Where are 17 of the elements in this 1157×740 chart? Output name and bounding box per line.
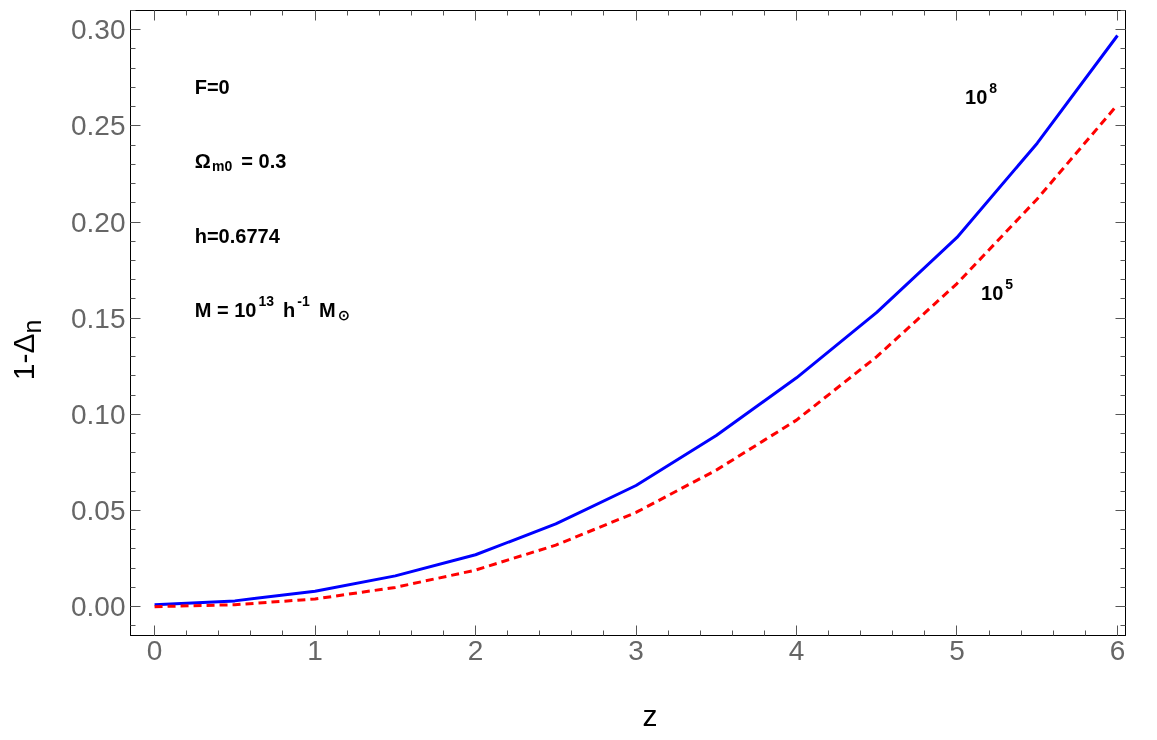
annotation: h=0.6774	[194, 224, 281, 247]
y-tick-label: 0.20	[71, 206, 126, 238]
x-tick-label: 1	[307, 634, 323, 666]
y-tick-label: 0.15	[71, 302, 126, 334]
x-tick-label: 3	[628, 634, 644, 666]
y-tick-label: 0.25	[71, 110, 126, 142]
y-tick-label: 0.05	[71, 495, 126, 526]
y-tick-label: 0.30	[71, 14, 126, 46]
y-tick-label: 0.10	[71, 398, 126, 430]
x-axis-title: z	[641, 698, 659, 734]
annotation: F=0	[194, 76, 230, 99]
x-tick-label: 2	[467, 634, 484, 666]
x-tick-label: 0	[146, 634, 163, 666]
y-tick-label: 0.00	[71, 591, 126, 623]
x-tick-label: 6	[1109, 634, 1126, 666]
x-tick-label: 4	[788, 634, 805, 666]
x-tick-label: 5	[949, 634, 965, 666]
